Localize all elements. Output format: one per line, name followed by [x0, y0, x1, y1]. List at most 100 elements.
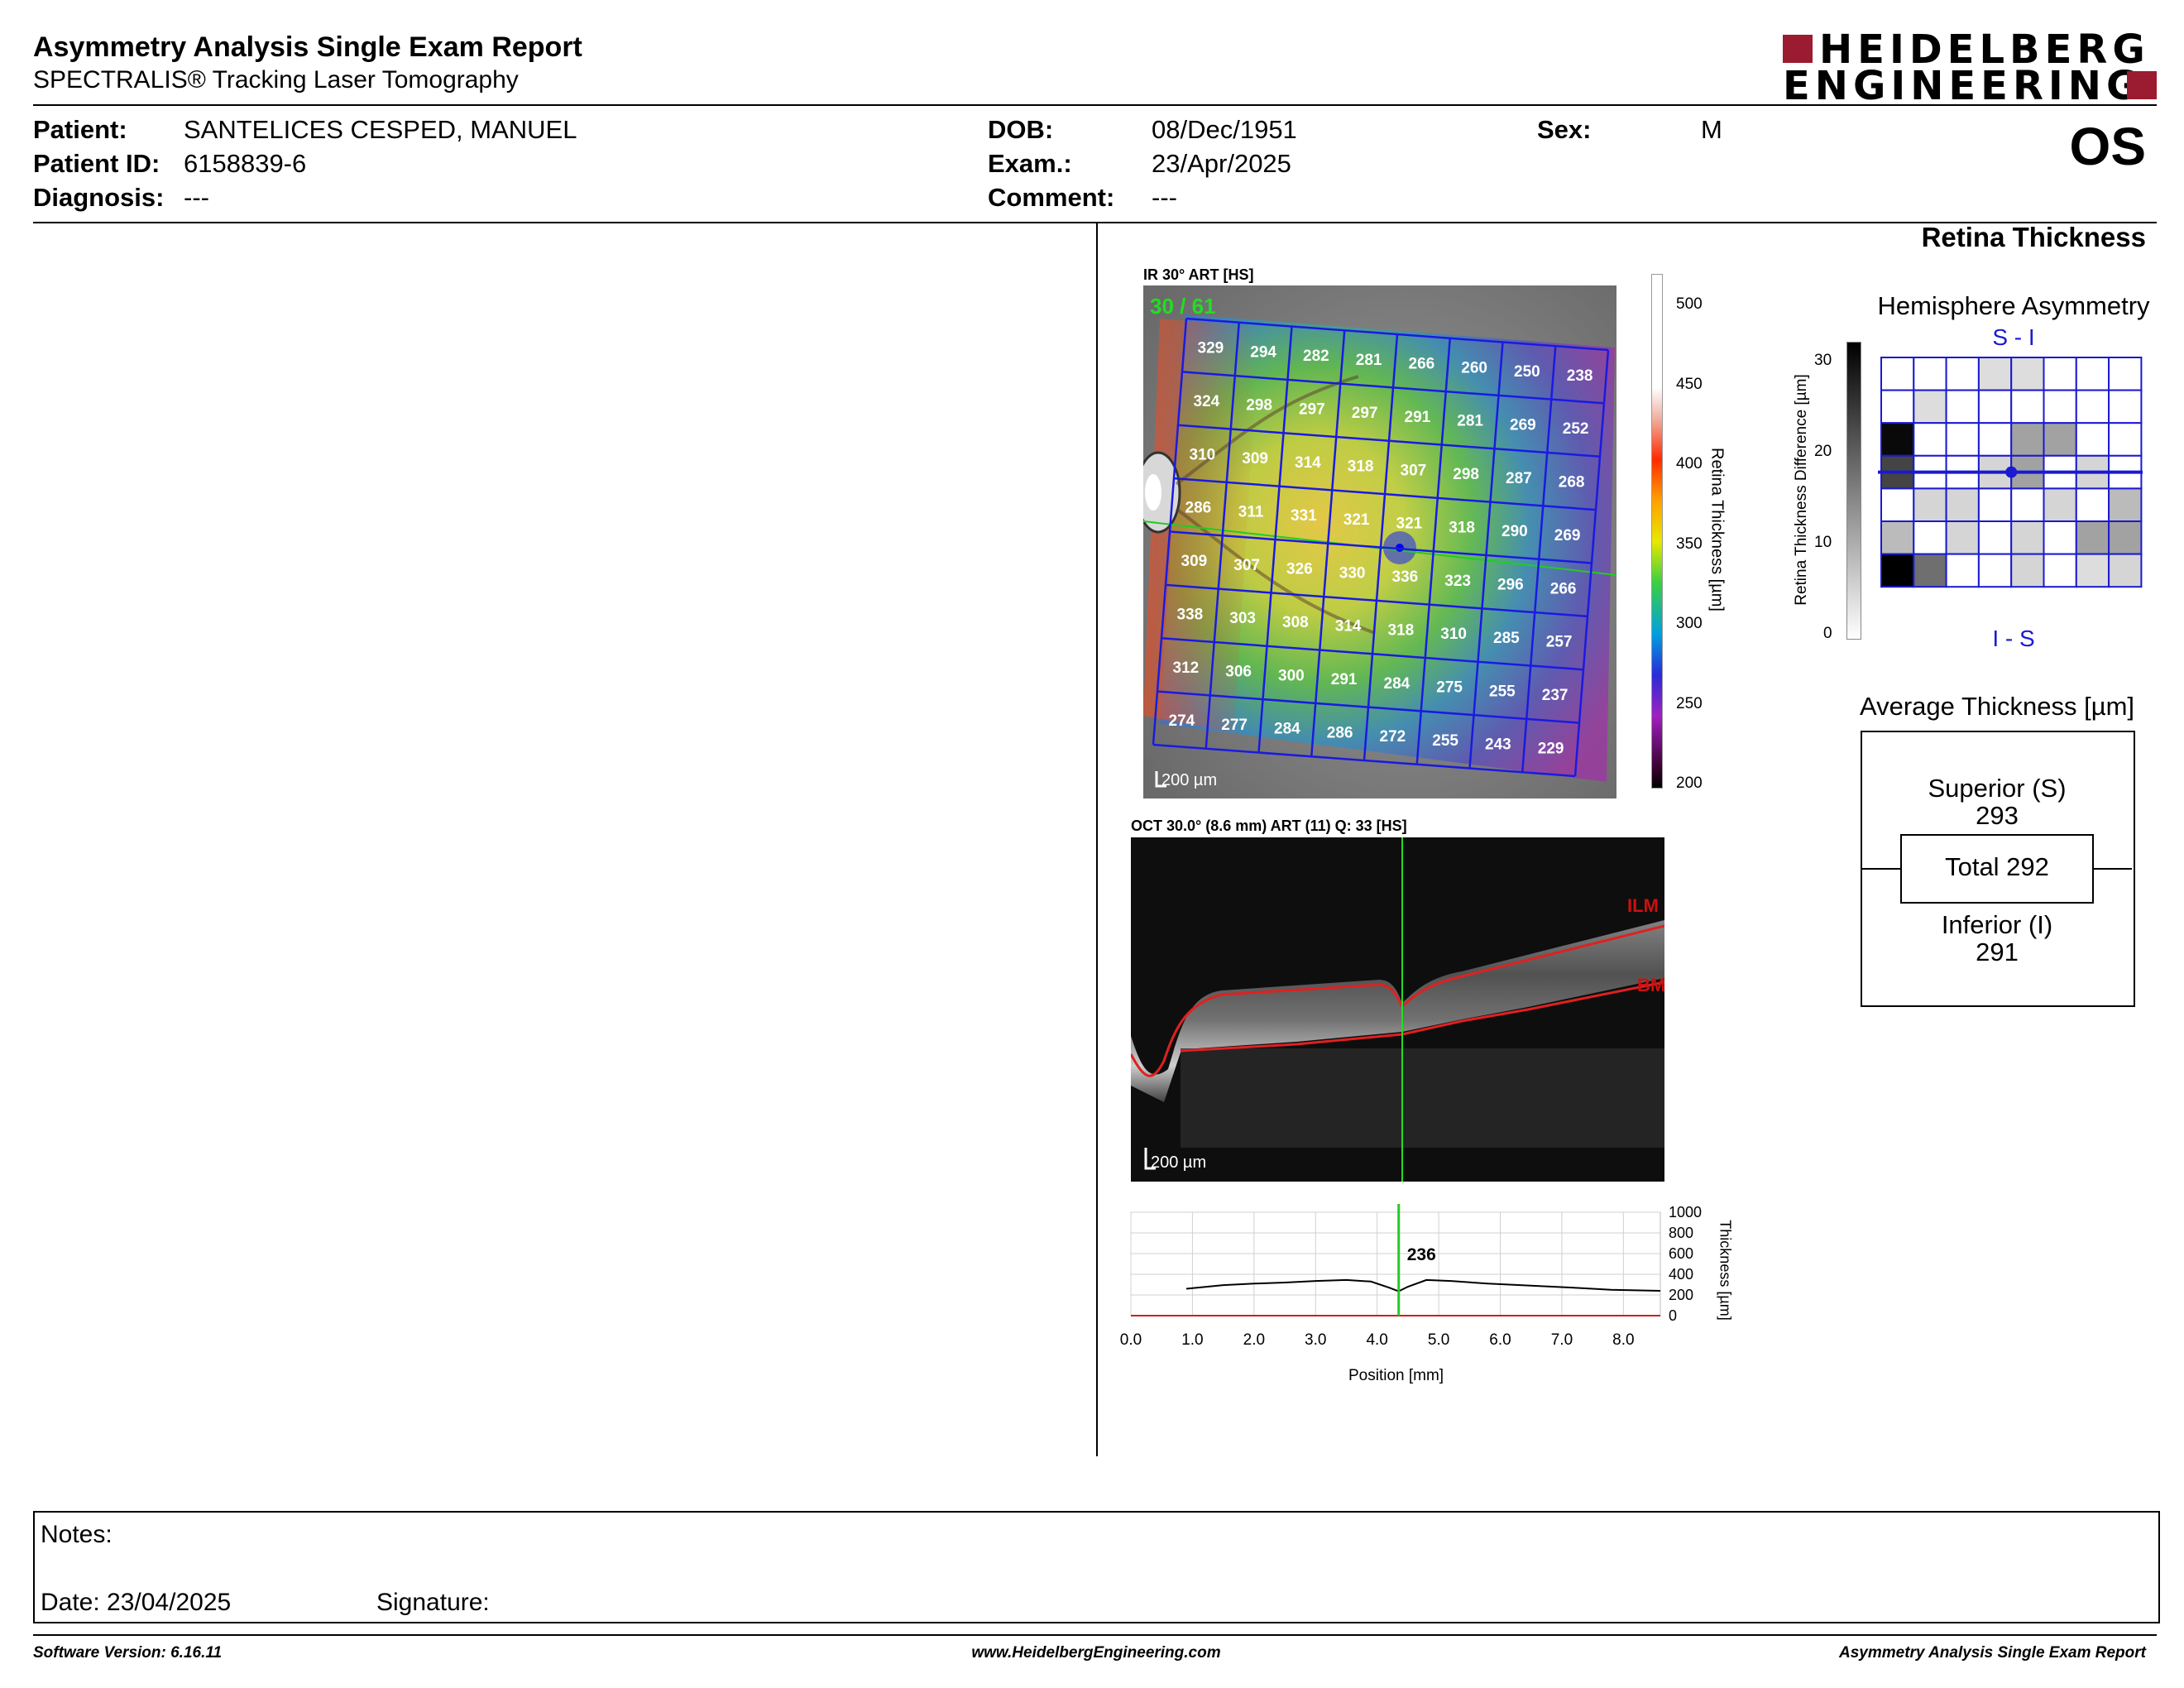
signature-label: Signature: [376, 1589, 490, 1616]
asymmetry-cell [1977, 487, 2013, 522]
average-connector-right [2092, 868, 2132, 870]
thickness-cell-value: 318 [1388, 621, 1415, 639]
thickness-cell-value: 255 [1432, 732, 1458, 750]
footer-divider [33, 1634, 2157, 1636]
average-title: Average Thickness [µm] [1859, 692, 2135, 721]
total-box [1900, 834, 2094, 904]
ilm-label: ILM [1627, 895, 1659, 916]
exam-date: 23/Apr/2025 [1152, 149, 1291, 178]
superior-label: Superior (S) [1928, 774, 2067, 803]
panel-divider [1096, 223, 1098, 1456]
hemisphere-grid [1878, 357, 2143, 588]
grid-line [1521, 346, 1557, 773]
thickness-cell-value: 321 [1343, 511, 1370, 529]
thickness-cell-value: 312 [1173, 659, 1200, 677]
thickness-cell-value: 286 [1327, 724, 1353, 741]
asymmetry-cell [1945, 389, 1980, 424]
cursor-value: 236 [1407, 1245, 1436, 1264]
logo-square-icon [2127, 71, 2157, 99]
oct-caption: OCT 30.0° (8.6 mm) ART (11) Q: 33 [HS] [1131, 818, 1407, 834]
asymmetry-cell [2075, 553, 2110, 588]
patient-label: Patient: [33, 115, 127, 144]
thickness-cell-value: 298 [1246, 397, 1272, 415]
thickness-cell-value: 238 [1567, 367, 1593, 385]
diagnosis-label: Diagnosis: [33, 183, 165, 212]
grid-line [1157, 690, 1580, 724]
asymmetry-cell [1880, 520, 1915, 555]
asymmetry-cell [2075, 389, 2110, 424]
asymmetry-cell [2108, 422, 2143, 457]
thickness-cell-value: 303 [1229, 610, 1256, 627]
asymmetry-cell [2043, 357, 2077, 391]
profile-y-tick: 0 [1669, 1307, 1677, 1324]
profile-x-tick: 8.0 [1612, 1331, 1634, 1349]
patient-id: 6158839-6 [184, 149, 307, 178]
asymmetry-cell [1977, 422, 2013, 457]
thickness-cell-value: 266 [1550, 580, 1577, 597]
thickness-cell-value: 243 [1485, 736, 1511, 754]
asymmetry-cell [1913, 487, 1947, 522]
asymmetry-cell [2108, 487, 2143, 522]
profile-xlabel: Position [mm] [1348, 1367, 1444, 1384]
inferior-value: 291 [1976, 938, 2019, 966]
logo-square-icon [1783, 35, 1813, 63]
colorbar-tick: 500 [1676, 295, 1703, 313]
hemisphere-title: Hemisphere Asymmetry [1877, 291, 2150, 320]
colorbar-label: Retina Thickness [µm] [1707, 448, 1727, 611]
date-label: Date: 23/04/2025 [41, 1589, 232, 1616]
profile-x-tick: 5.0 [1428, 1331, 1449, 1349]
notes-box[interactable]: Notes: Date: 23/04/2025 Signature: [33, 1511, 2160, 1623]
asymmetry-cell [1913, 553, 1947, 588]
thickness-cell-value: 260 [1461, 359, 1487, 376]
thickness-cell-value: 308 [1282, 614, 1309, 631]
grid-line [1169, 530, 1592, 564]
thickness-cell-value: 269 [1554, 527, 1581, 544]
profile-x-tick: 0.0 [1120, 1331, 1142, 1349]
asymmetry-cell [2043, 520, 2077, 555]
thickness-cell-value: 324 [1194, 393, 1220, 410]
report-title: Asymmetry Analysis Single Exam Report [33, 31, 582, 63]
thickness-cell-value: 285 [1493, 630, 1520, 647]
header-divider [33, 104, 2157, 106]
thickness-cell-value: 310 [1440, 626, 1467, 643]
diagnosis-value: --- [184, 183, 209, 212]
colorbar-tick: 200 [1676, 774, 1703, 792]
profile-x-tick: 7.0 [1551, 1331, 1573, 1349]
thickness-cell-value: 268 [1559, 474, 1585, 492]
thickness-cell-value: 250 [1514, 363, 1540, 381]
asymmetry-cell [1977, 520, 2013, 555]
patient-name: SANTELICES CESPED, MANUEL [184, 115, 577, 144]
asymmetry-cell [2043, 389, 2077, 424]
fovea-marker [2005, 466, 2018, 478]
fundus-caption: IR 30° ART [HS] [1143, 266, 1254, 283]
exam-label: Exam.: [988, 149, 1072, 178]
thickness-cell-value: 291 [1331, 671, 1358, 688]
asymmetry-cell [1880, 389, 1915, 424]
thickness-cell-value: 290 [1502, 523, 1528, 540]
asymmetry-cell [2075, 487, 2110, 522]
asymmetry-cell [2075, 422, 2110, 457]
thickness-profile-chart: 1000 800 600 400 200 0 0.0 1.0 2.0 3.0 4.0 5.0 6.0 7.… [1120, 1204, 1702, 1349]
asymmetry-cell [1945, 553, 1980, 588]
notes-label: Notes: [41, 1521, 113, 1548]
profile-y-tick: 600 [1669, 1245, 1693, 1262]
heidelberg-logo: HEIDELBERG ENGINEERING [1783, 30, 2157, 106]
thickness-cell-value: 282 [1303, 348, 1329, 365]
website-link[interactable]: www.HeidelbergEngineering.com [971, 1644, 1221, 1662]
thickness-cell-value: 314 [1335, 618, 1362, 635]
profile-x-tick: 2.0 [1243, 1331, 1265, 1349]
asymmetry-cell [2010, 422, 2045, 457]
thickness-cell-value: 291 [1405, 409, 1431, 426]
asymmetry-cell [1977, 389, 2013, 424]
thickness-cell-value: 318 [1348, 458, 1374, 476]
thickness-cell-value: 311 [1238, 503, 1264, 520]
thickness-cell-value: 297 [1352, 405, 1378, 422]
asymmetry-cell [2043, 422, 2077, 457]
comment-label: Comment: [988, 183, 1115, 212]
colorbar-tick: 450 [1676, 375, 1703, 393]
thickness-cell-value: 336 [1392, 568, 1419, 586]
asymmetry-cell [2108, 389, 2143, 424]
grid-line [1415, 338, 1451, 765]
scan-counter: 30 / 61 [1150, 294, 1216, 319]
thickness-cell-value: 252 [1563, 420, 1589, 438]
